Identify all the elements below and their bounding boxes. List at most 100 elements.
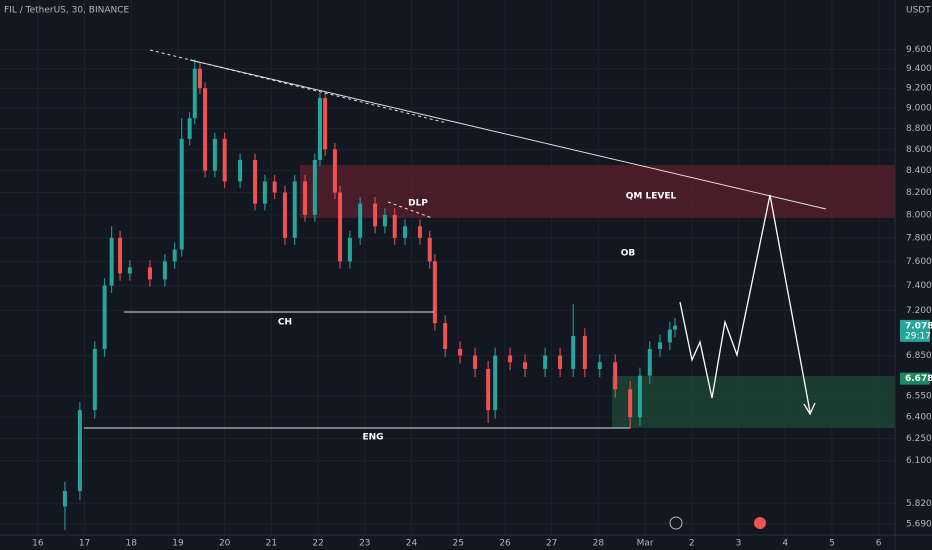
x-tick-label: 17 (79, 539, 90, 549)
y-tick-label: 5.820 (906, 499, 932, 509)
x-tick-label: 25 (453, 539, 464, 549)
candle-body (222, 138, 227, 182)
countdown-label: 29:17 (905, 331, 931, 341)
candle-body (77, 410, 82, 491)
y-tick-label: 7.800 (906, 233, 932, 243)
x-tick-label: 23 (359, 539, 370, 549)
event-icon[interactable] (669, 516, 683, 530)
candle-body (102, 285, 107, 349)
candle-body (62, 490, 67, 507)
candle-body (392, 214, 397, 238)
candle-body (628, 389, 633, 418)
candle-body (92, 348, 97, 411)
candle-body (272, 181, 277, 193)
candle-body (486, 368, 491, 411)
candle-body (458, 348, 463, 356)
event-icon[interactable] (754, 517, 766, 529)
dlp-line (387, 201, 433, 219)
candle-body (323, 98, 328, 150)
supply-zone (300, 165, 895, 218)
candle-body (647, 348, 652, 376)
eng-label: ENG (362, 433, 383, 443)
price-box-label: 6.678 (905, 374, 932, 384)
x-tick-label: 4 (782, 539, 788, 549)
y-tick-label: 9.000 (906, 104, 932, 114)
candle-body (417, 226, 422, 238)
projection-path (679, 194, 811, 413)
candle-body (303, 181, 308, 215)
x-tick-label: 22 (312, 539, 323, 549)
x-tick-label: 21 (266, 539, 277, 549)
candle-body (192, 68, 197, 119)
candle-body (493, 355, 498, 411)
candle-body (203, 88, 208, 171)
candle-body (292, 181, 297, 238)
candle-body (262, 181, 267, 204)
x-tick-label: 28 (593, 539, 605, 549)
x-tick-label: 18 (126, 539, 138, 549)
y-tick-label: 9.400 (906, 64, 932, 74)
candle-body (127, 267, 132, 274)
x-tick-label: 26 (499, 539, 511, 549)
axes: 9.600 9.400 9.200 9.000 8.800 8.600 8.400 8.200… (32, 45, 932, 548)
candle-body (338, 192, 343, 262)
dashed-trend-line (149, 49, 448, 124)
currency-label: USDT (906, 6, 931, 16)
y-tick-label: 7.200 (906, 306, 932, 316)
x-tick-label: 27 (546, 539, 557, 549)
x-tick-label: 5 (829, 539, 835, 549)
candle-body (197, 68, 202, 89)
candle-body (347, 237, 352, 262)
x-tick-label: 2 (689, 539, 695, 549)
ob-label: OB (621, 249, 636, 259)
candle-body (558, 355, 563, 369)
y-tick-label: 7.400 (906, 281, 932, 291)
candle-body (109, 237, 114, 286)
candle-body (162, 261, 167, 280)
candle-body (402, 226, 407, 238)
x-tick-label: 16 (32, 539, 44, 549)
candle-body (597, 362, 602, 369)
y-tick-label: 6.100 (906, 456, 932, 466)
symbol-title: FIL / TetherUS, 30, BINANCE (4, 6, 130, 16)
candles (62, 59, 677, 531)
candle-body (187, 118, 192, 139)
grid (0, 0, 895, 535)
dlp-label: DLP (408, 199, 428, 209)
candle-body (427, 237, 432, 262)
x-tick-label: 24 (406, 539, 418, 549)
y-tick-label: 5.690 (906, 519, 932, 529)
candle-body (172, 249, 177, 262)
y-tick-label: 6.250 (906, 434, 932, 444)
projection-arrowhead (803, 402, 816, 416)
candle-body (312, 159, 317, 215)
demand-zone (612, 376, 895, 428)
candle-body (508, 355, 513, 363)
price-box (900, 319, 930, 342)
candle-body (523, 362, 528, 369)
y-tick-label: 8.400 (906, 166, 932, 176)
candle-body (373, 203, 378, 227)
candle-body (382, 214, 387, 227)
candle-body (358, 203, 363, 238)
y-tick-label: 6.850 (906, 351, 932, 361)
y-tick-label: 8.600 (906, 145, 932, 155)
candle-body (637, 375, 642, 418)
candle-body (582, 335, 587, 369)
y-tick-label: 6.400 (906, 413, 932, 423)
candle-body (443, 323, 448, 349)
price-box (900, 372, 930, 385)
candle-body (118, 237, 123, 274)
x-tick-label: 19 (172, 539, 184, 549)
y-tick-label: 8.200 (906, 188, 932, 198)
ch-label: CH (278, 318, 292, 328)
y-tick-label: 8.800 (906, 124, 932, 134)
x-tick-label: 20 (219, 539, 231, 549)
candle-body (282, 192, 287, 238)
qm-level-label: QM LEVEL (626, 192, 677, 202)
candle-body (332, 149, 337, 193)
candle-body (658, 342, 663, 349)
y-tick-label: 8.000 (906, 210, 932, 220)
y-tick-label: 9.600 (906, 45, 932, 55)
x-tick-label: 6 (876, 539, 882, 549)
